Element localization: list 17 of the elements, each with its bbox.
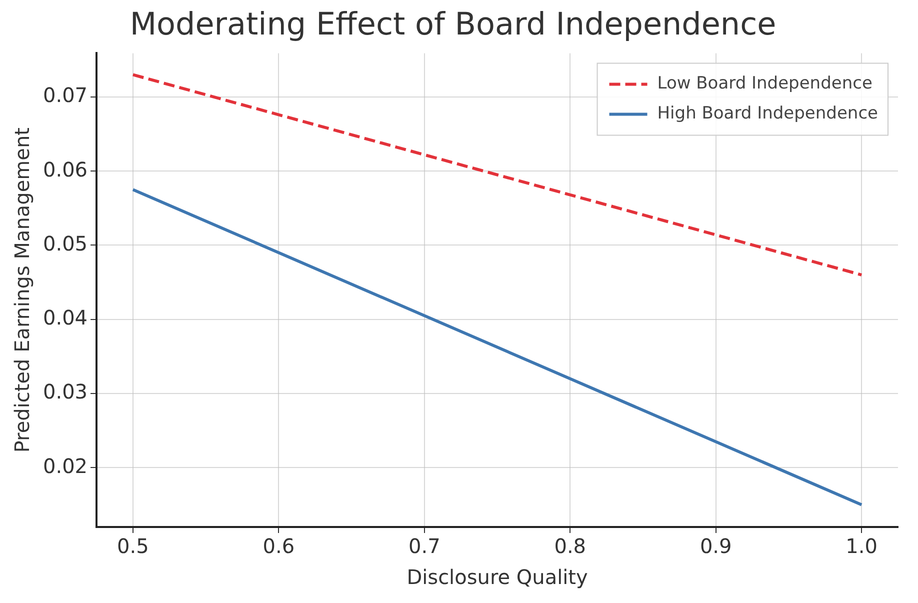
legend-label: Low Board Independence bbox=[657, 74, 872, 94]
y-tick-label: 0.05 bbox=[43, 231, 88, 256]
x-tick-label: 0.7 bbox=[408, 534, 440, 558]
y-tick-label: 0.07 bbox=[43, 83, 88, 108]
y-tick-label: 0.02 bbox=[43, 454, 88, 478]
x-tick-label: 0.6 bbox=[262, 534, 295, 558]
x-tick-label: 1.0 bbox=[846, 534, 878, 558]
x-tick-label: 0.8 bbox=[554, 534, 586, 558]
y-tick-label: 0.06 bbox=[43, 157, 88, 182]
x-axis-title: Disclosure Quality bbox=[406, 565, 588, 590]
y-axis-title: Predicted Earnings Management bbox=[10, 127, 34, 453]
y-tick-label: 0.03 bbox=[43, 380, 88, 404]
x-tick-label: 0.5 bbox=[117, 534, 149, 558]
x-tick-label: 0.9 bbox=[700, 534, 732, 558]
chart-title: Moderating Effect of Board Independence bbox=[130, 6, 776, 43]
legend-label: High Board Independence bbox=[657, 104, 878, 124]
y-tick-label: 0.04 bbox=[43, 306, 88, 330]
